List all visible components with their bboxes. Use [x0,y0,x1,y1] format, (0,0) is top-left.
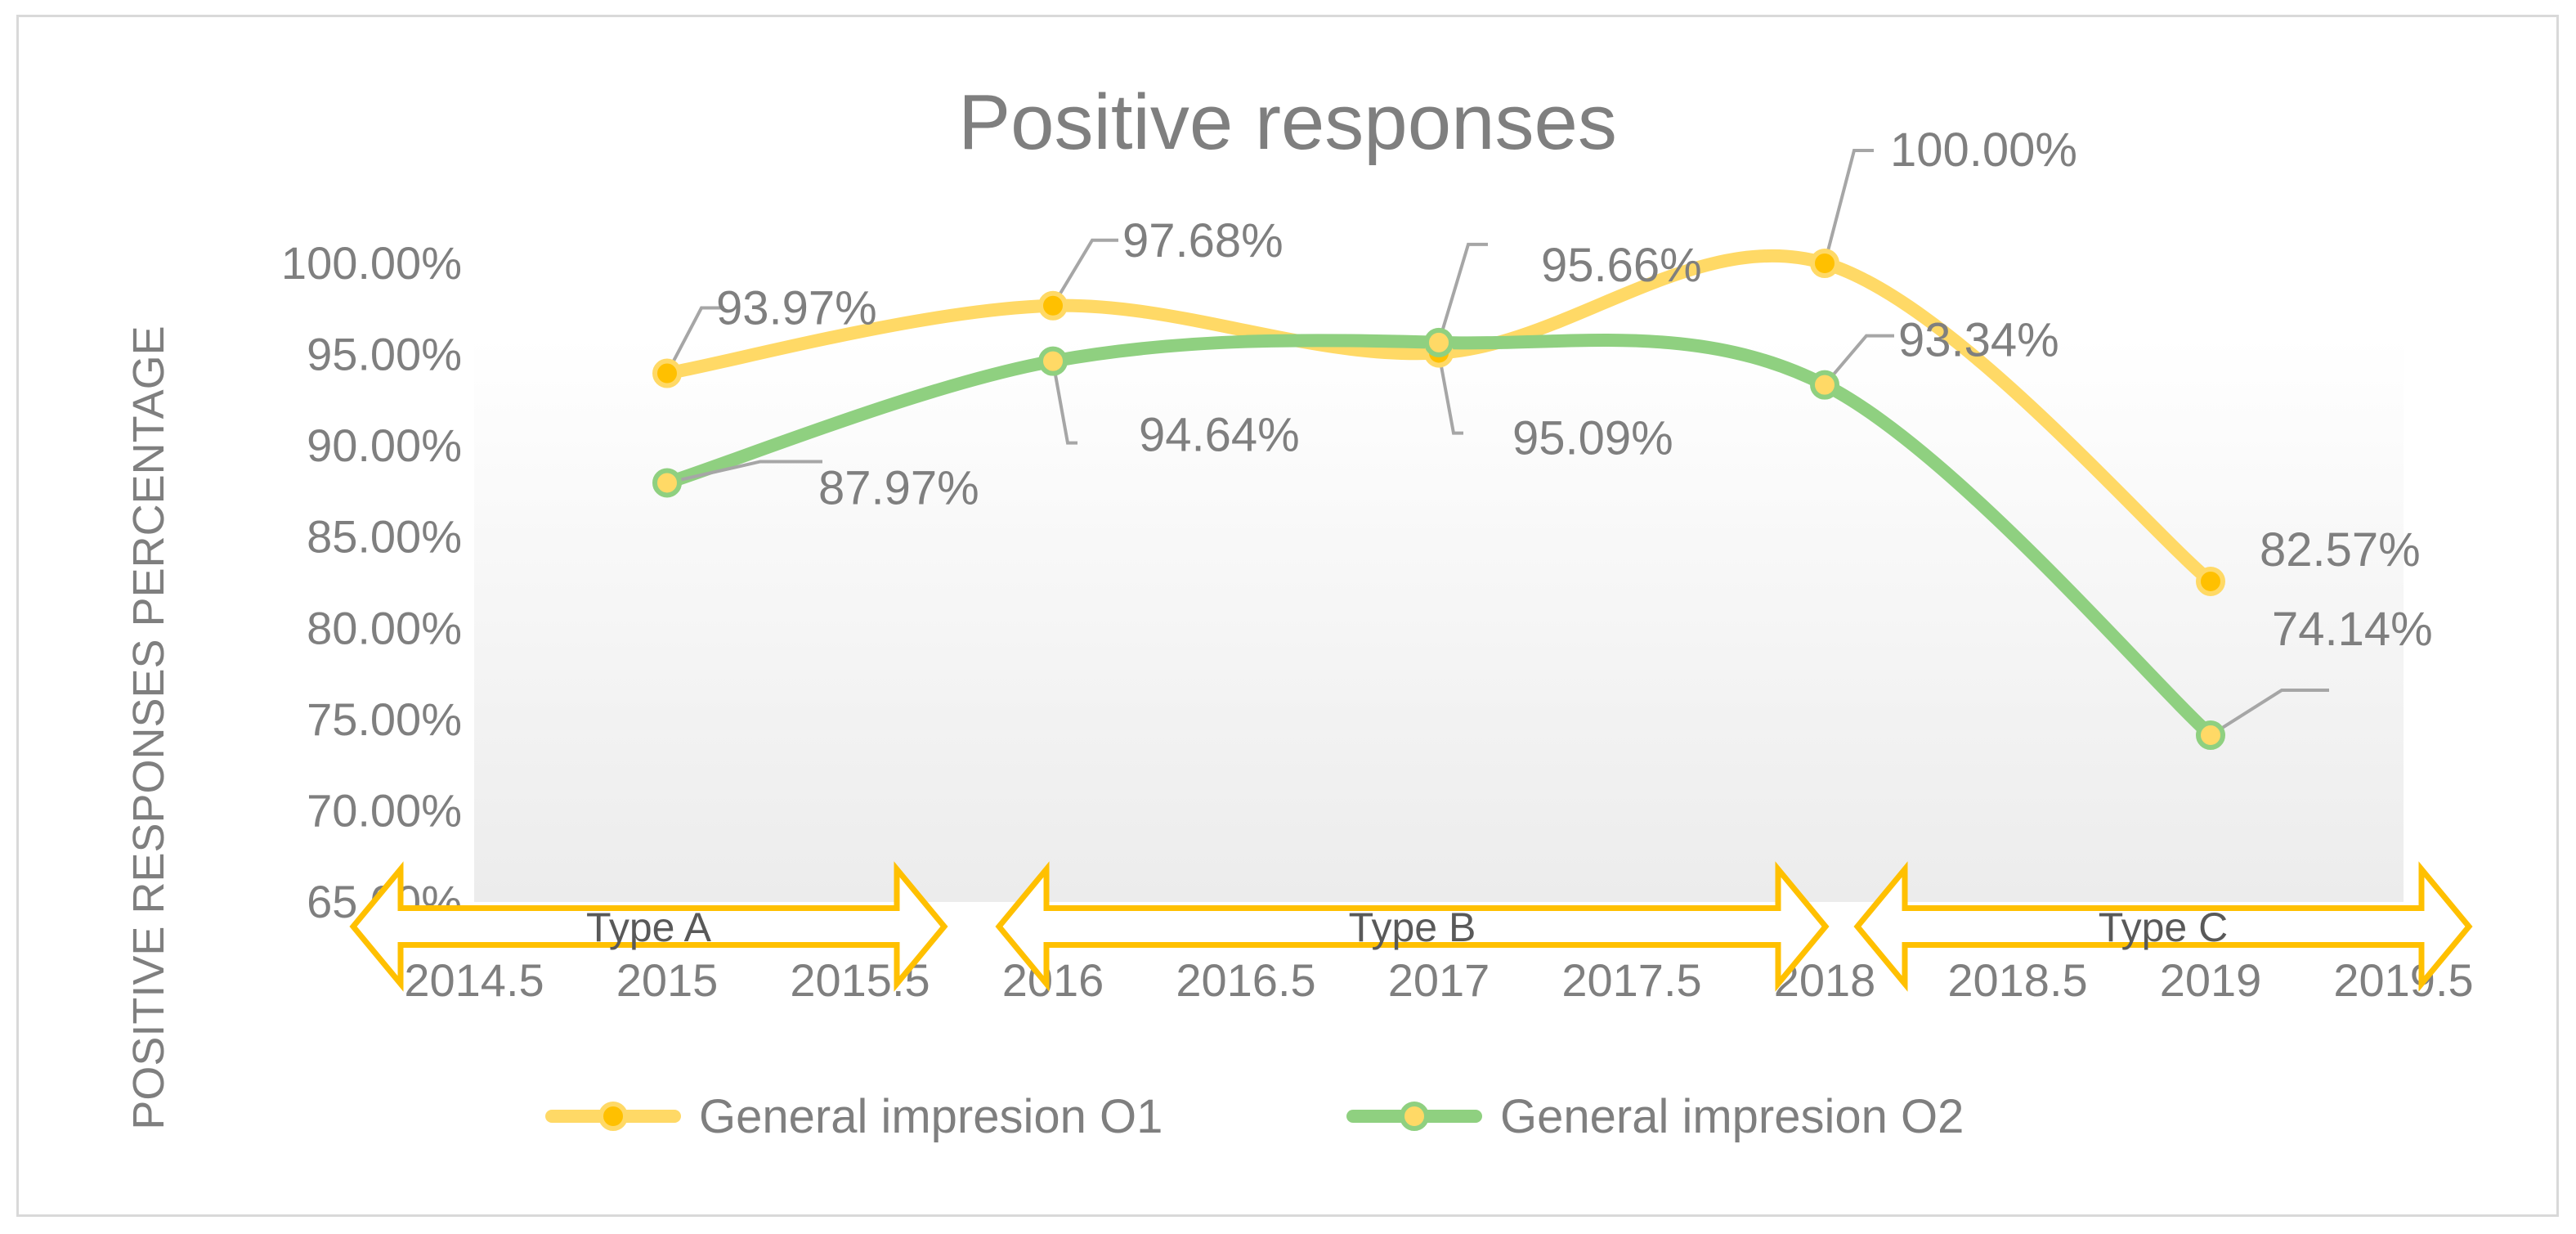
data-label: 93.97% [716,282,877,335]
y-axis: 65.00%70.00%75.00%80.00%85.00%90.00%95.0… [281,237,462,927]
y-tick-label: 80.00% [307,602,462,653]
data-label: 82.57% [2260,523,2421,577]
data-point [652,468,682,498]
x-tick-label: 2017.5 [1561,954,1701,1006]
type-arrow [995,861,1830,992]
x-tick-label: 2019.5 [2333,954,2473,1006]
series-line-2 [661,334,2217,743]
leader-line [1437,352,1463,435]
type-arrow-label: Type B [1349,904,1476,950]
type-arrows: Type A Type B Type C [349,861,2473,992]
leader-line [666,460,822,485]
legend-label: General impresion O2 [1500,1090,1964,1143]
series-markers [652,249,2225,751]
data-label: 97.68% [1122,214,1284,267]
x-tick-label: 2019 [2160,954,2262,1006]
data-label: 93.34% [1898,314,2059,367]
plot-area [474,336,2404,902]
legend: General impresion O1 General impresion O2 [545,1090,1964,1143]
data-point [1810,370,1839,400]
x-tick-label: 2015 [616,954,719,1006]
y-tick-label: 70.00% [307,784,462,836]
leader-line [1823,149,1874,264]
y-tick-label: 100.00% [281,237,462,289]
data-label: 74.14% [2272,603,2433,656]
data-label: 95.66% [1541,239,1702,292]
leader-line [665,306,724,375]
data-label: 87.97% [818,461,979,514]
series-lines [661,249,2217,743]
legend-label: General impresion O1 [699,1090,1163,1143]
leader-line [1823,334,1894,386]
type-arrow-label: Type C [2099,904,2228,950]
y-tick-label: 75.00% [307,693,462,745]
x-axis: 2014.5 2015 2015.5 2016 2016.5 2017 2017.5 2018… [404,954,2473,1006]
legend-swatch-marker [1400,1102,1429,1131]
chart-title: Positive responses [958,79,1617,166]
type-arrow [1853,861,2473,992]
legend-swatch-marker [598,1102,628,1131]
data-point [1038,290,1068,321]
data-point [1038,346,1068,376]
data-point [2196,566,2225,596]
y-tick-label: 85.00% [307,511,462,563]
data-labels: 93.97% 97.68% 95.09% 100.00% 82.57% 87.97% 94.… [716,123,2433,656]
data-label: 94.64% [1139,409,1300,462]
leader-line [1051,361,1077,445]
data-point [2196,720,2225,751]
x-tick-label: 2016.5 [1176,954,1315,1006]
data-point [1424,327,1454,357]
x-tick-label: 2017 [1388,954,1490,1006]
data-label: 100.00% [1890,123,2077,177]
type-arrow [349,861,948,992]
data-point [652,358,682,388]
x-tick-label: 2014.5 [404,954,544,1006]
leader-line [2209,689,2329,737]
y-axis-label: POSITIVE RESPONSES PERCENTAGE [124,325,173,1129]
leader-line [1051,238,1118,307]
x-tick-label: 2018.5 [1947,954,2087,1006]
data-point [1810,249,1839,278]
series-line-1 [661,249,2217,588]
y-tick-label: 95.00% [307,329,462,380]
type-arrow-label: Type A [586,904,712,950]
data-label: 95.09% [1512,412,1673,465]
leader-lines [665,149,2329,737]
y-tick-label: 90.00% [307,420,462,471]
x-tick-label: 2016 [1002,954,1104,1006]
leader-line [1437,242,1488,343]
